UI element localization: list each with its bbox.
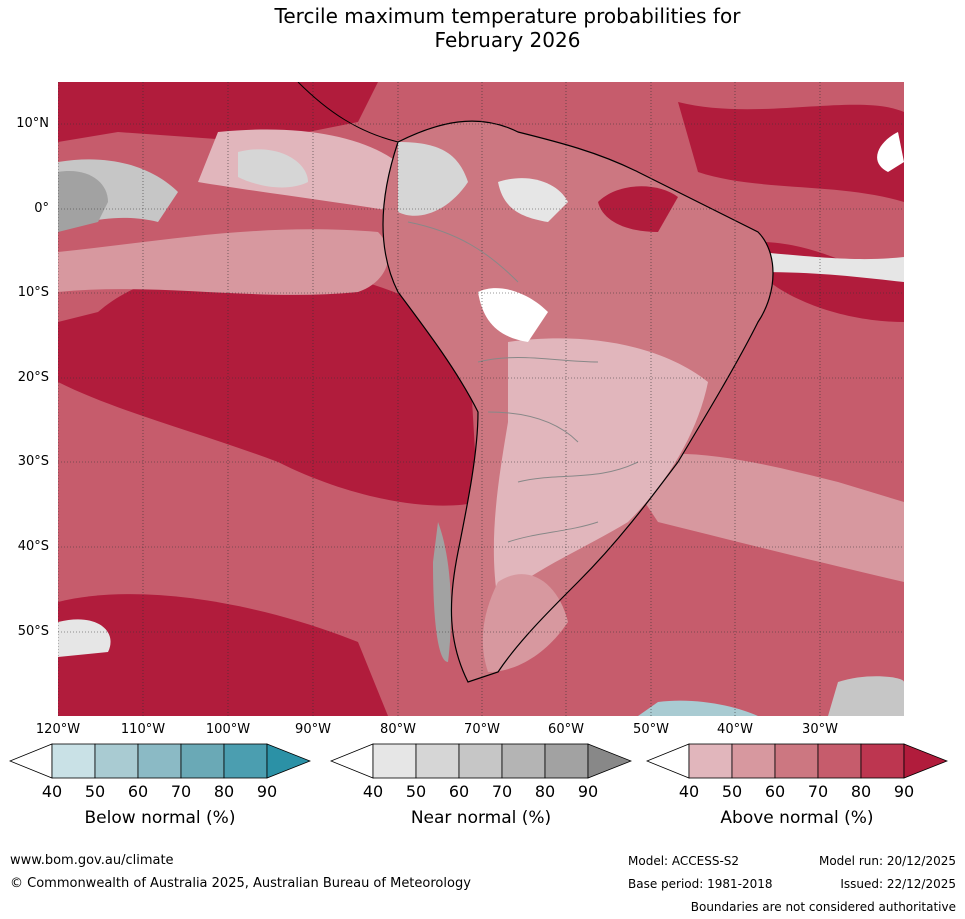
colorbar-above-svg: [645, 743, 949, 779]
colorbar-swatch: [223, 743, 268, 779]
map-svg: [58, 82, 904, 716]
lon-label: 70°W: [464, 722, 500, 737]
tick-label: 90: [893, 782, 915, 801]
colorbar-swatch: [180, 743, 225, 779]
lon-label: 90°W: [295, 722, 331, 737]
colorbar-extend-high: [266, 743, 312, 779]
colorbar-extend-high: [903, 743, 949, 779]
tick-label: 80: [534, 782, 556, 801]
lat-label: 30°S: [17, 454, 49, 469]
footer-url[interactable]: www.bom.gov.au/climate: [10, 853, 174, 868]
title-line-2: February 2026: [434, 28, 581, 52]
colorbar-extend-low: [329, 743, 374, 779]
colorbar-extend-high: [587, 743, 633, 779]
colorbar-swatch: [817, 743, 862, 779]
colorbar-swatch: [860, 743, 905, 779]
tick-label: 70: [807, 782, 829, 801]
lon-label: 120°W: [35, 722, 81, 737]
tick-label: 40: [41, 782, 63, 801]
colorbar-above-normal: [645, 743, 949, 783]
lon-label: 50°W: [633, 722, 669, 737]
colorbar-extend-low: [8, 743, 53, 779]
colorbar-swatch: [501, 743, 546, 779]
tick-label: 40: [678, 782, 700, 801]
colorbar-swatch: [731, 743, 776, 779]
title-line-1: Tercile maximum temperature probabilitie…: [274, 4, 741, 28]
colorbar-near-normal: [329, 743, 633, 783]
lon-label: 80°W: [380, 722, 416, 737]
probability-map: [58, 82, 904, 716]
tick-label: 80: [850, 782, 872, 801]
tick-label: 70: [170, 782, 192, 801]
footer-model: Model: ACCESS-S2: [628, 854, 740, 868]
tick-label: 90: [577, 782, 599, 801]
lat-label: 0°: [34, 201, 49, 216]
lat-label: 10°S: [17, 285, 49, 300]
colorbar-swatch: [774, 743, 819, 779]
colorbar-swatch: [137, 743, 182, 779]
footer-copyright: © Commonwealth of Australia 2025, Austra…: [10, 876, 471, 891]
colorbar-swatch: [415, 743, 460, 779]
colorbar-title-near: Near normal (%): [410, 808, 552, 828]
colorbar-swatch: [94, 743, 139, 779]
lon-label: 110°W: [120, 722, 166, 737]
tick-label: 40: [362, 782, 384, 801]
tick-label: 90: [256, 782, 278, 801]
lat-label: 50°S: [17, 624, 49, 639]
footer-issued: Issued: 22/12/2025: [840, 877, 956, 891]
lon-label: 30°W: [802, 722, 838, 737]
colorbar-near-svg: [329, 743, 633, 779]
colorbar-swatch: [688, 743, 733, 779]
lon-label: 40°W: [717, 722, 753, 737]
colorbar-title-above: Above normal (%): [720, 808, 874, 828]
tick-label: 60: [127, 782, 149, 801]
tick-label: 50: [721, 782, 743, 801]
lon-label: 60°W: [548, 722, 584, 737]
tick-label: 60: [764, 782, 786, 801]
tick-label: 80: [213, 782, 235, 801]
colorbar-extend-low: [645, 743, 690, 779]
lon-label: 100°W: [205, 722, 251, 737]
colorbar-below-svg: [8, 743, 312, 779]
footer-base-period: Base period: 1981-2018: [628, 877, 773, 891]
colorbar-swatch: [372, 743, 417, 779]
map-title: Tercile maximum temperature probabilitie…: [0, 4, 965, 52]
colorbar-swatch: [544, 743, 589, 779]
tick-label: 70: [491, 782, 513, 801]
colorbar-swatch: [458, 743, 503, 779]
tick-label: 50: [405, 782, 427, 801]
tick-label: 60: [448, 782, 470, 801]
colorbar-title-below: Below normal (%): [84, 808, 236, 828]
tick-label: 50: [84, 782, 106, 801]
lat-label: 40°S: [17, 539, 49, 554]
footer-disclaimer: Boundaries are not considered authoritat…: [690, 900, 956, 914]
colorbar-below-normal: [8, 743, 312, 783]
colorbar-swatch: [51, 743, 96, 779]
lat-label: 20°S: [17, 370, 49, 385]
lat-label: 10°N: [16, 116, 49, 131]
footer-model-run: Model run: 20/12/2025: [818, 854, 956, 868]
